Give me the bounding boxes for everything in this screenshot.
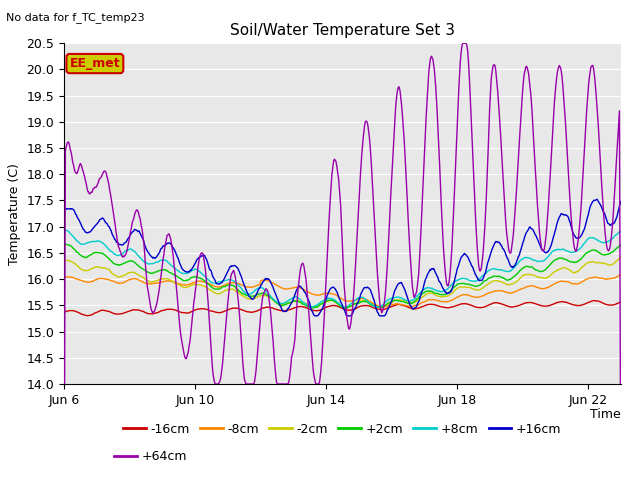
Legend: +64cm: +64cm: [109, 445, 192, 468]
Title: Soil/Water Temperature Set 3: Soil/Water Temperature Set 3: [230, 23, 455, 38]
Y-axis label: Temperature (C): Temperature (C): [8, 163, 21, 264]
Text: EE_met: EE_met: [70, 57, 120, 70]
Text: No data for f_TC_temp23: No data for f_TC_temp23: [6, 12, 145, 23]
Text: Time: Time: [590, 408, 621, 421]
